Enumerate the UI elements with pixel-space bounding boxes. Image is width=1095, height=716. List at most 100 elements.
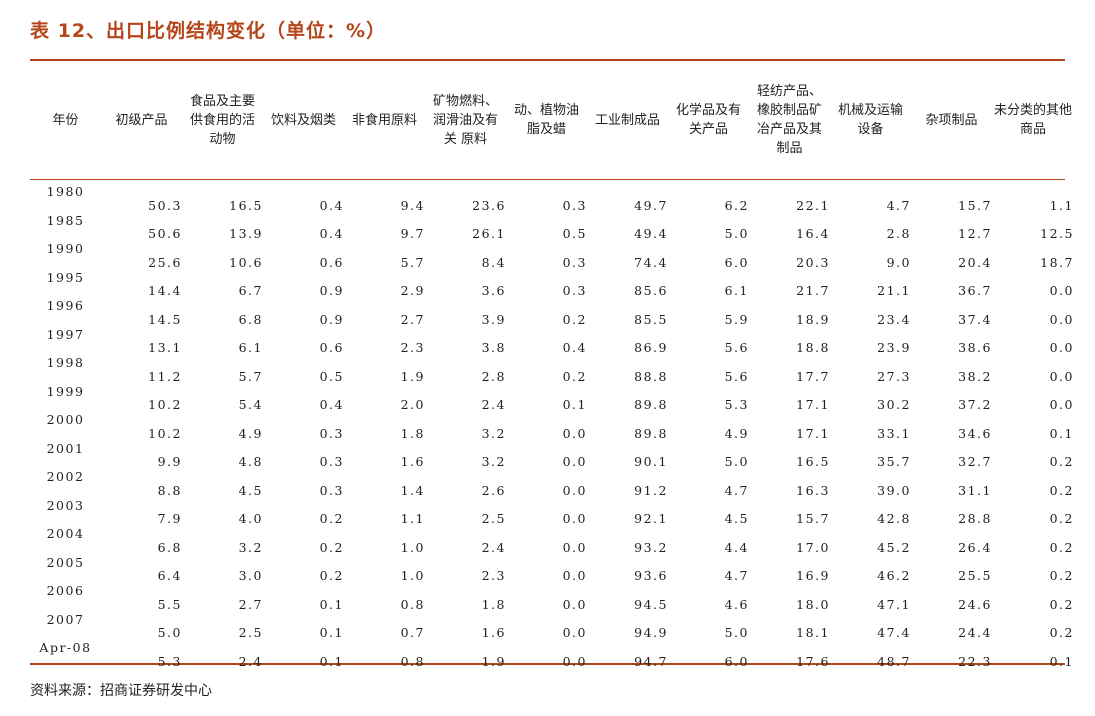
value-cell: 4.7	[886, 197, 911, 213]
value-cell: 0.5	[562, 226, 587, 241]
value-cell: 0.3	[319, 482, 344, 498]
value-cell: 25.6	[148, 254, 182, 270]
value-cell: 25.5	[958, 568, 992, 583]
table-row: 2000 10.2 4.9 0.3 1.8 3.2 0.0 89.8 4.9 17.1 33.1 34…	[30, 412, 1074, 441]
value-cell: 9.9	[157, 454, 182, 469]
value-cell: 3.2	[481, 425, 506, 441]
value-cell: 6.1	[238, 340, 263, 355]
value-cell: 16.5	[796, 454, 830, 469]
source-note: 资料来源：招商证券研发中心	[30, 683, 212, 699]
value-cell: 4.4	[724, 539, 749, 555]
value-cell: 17.7	[796, 368, 830, 384]
header-rule	[30, 179, 1065, 180]
value-cell: 23.9	[877, 340, 911, 355]
table-title: 表 12、出口比例结构变化（单位：%）	[30, 20, 387, 42]
value-cell: 2.9	[400, 283, 425, 298]
value-cell: 0.0	[562, 625, 587, 640]
value-cell: 94.7	[634, 653, 668, 669]
column-header-primary-products: 初级产品	[115, 112, 168, 128]
value-cell: 5.4	[238, 397, 263, 412]
value-cell: 6.4	[157, 568, 182, 583]
value-cell: 1.0	[400, 539, 425, 555]
value-cell: 21.7	[796, 283, 830, 298]
value-cell: 0.2	[1049, 625, 1074, 640]
value-cell: 18.8	[796, 340, 830, 355]
value-cell: 7.9	[157, 511, 182, 526]
table-row: 2002 8.8 4.5 0.3 1.4 2.6 0.0 91.2 4.7 16.3 39.0 31.…	[30, 469, 1074, 498]
value-cell: 0.7	[400, 625, 425, 640]
value-cell: 85.6	[634, 283, 668, 298]
value-cell: 21.1	[877, 283, 911, 298]
value-cell: 89.8	[634, 425, 668, 441]
value-cell: 20.4	[958, 254, 992, 270]
value-cell: 94.5	[634, 596, 668, 612]
value-cell: 6.8	[238, 311, 263, 327]
value-cell: 2.8	[886, 226, 911, 241]
value-cell: 10.2	[148, 397, 182, 412]
value-cell: 17.1	[796, 397, 830, 412]
value-cell: 0.2	[319, 568, 344, 583]
value-cell: 34.6	[958, 425, 992, 441]
value-cell: 15.7	[958, 197, 992, 213]
value-cell: 0.9	[319, 283, 344, 298]
year-cell: 1995	[46, 269, 85, 285]
value-cell: 39.0	[877, 482, 911, 498]
value-cell: 0.3	[562, 197, 587, 213]
value-cell: 35.7	[877, 454, 911, 469]
table-row: 2005 6.4 3.0 0.2 1.0 2.3 0.0 93.6 4.7 16.9 46.2 25.…	[30, 555, 1074, 584]
value-cell: 2.5	[238, 625, 263, 640]
value-cell: 93.6	[634, 568, 668, 583]
value-cell: 0.4	[319, 226, 344, 241]
value-cell: 15.7	[796, 511, 830, 526]
value-cell: 14.5	[148, 311, 182, 327]
value-cell: 50.6	[148, 226, 182, 241]
value-cell: 4.9	[238, 425, 263, 441]
value-cell: 0.2	[1049, 539, 1074, 555]
value-cell: 20.3	[796, 254, 830, 270]
value-cell: 9.4	[400, 197, 425, 213]
value-cell: 23.6	[472, 197, 506, 213]
year-cell: 1998	[46, 355, 85, 370]
value-cell: 0.2	[319, 511, 344, 526]
top-rule	[30, 59, 1065, 61]
value-cell: 0.0	[562, 425, 587, 441]
value-cell: 0.2	[1049, 482, 1074, 498]
value-cell: 5.7	[238, 368, 263, 384]
value-cell: 0.6	[319, 254, 344, 270]
value-cell: 4.5	[238, 482, 263, 498]
value-cell: 6.8	[157, 539, 182, 555]
table-row: 2007 5.0 2.5 0.1 0.7 1.6 0.0 94.9 5.0 18.1 47.4 24.…	[30, 612, 1074, 641]
value-cell: 0.0	[562, 653, 587, 669]
value-cell: 1.1	[400, 511, 425, 526]
value-cell: 24.4	[958, 625, 992, 640]
column-header-textiles-rubber-metals: 轻纺产品、橡胶制品矿冶产品及其制品	[756, 84, 822, 156]
value-cell: 0.0	[562, 482, 587, 498]
value-cell: 85.5	[634, 311, 668, 327]
table-row: 2006 5.5 2.7 0.1 0.8 1.8 0.0 94.5 4.6 18.0 47.1 24.…	[30, 583, 1074, 612]
table-row: 2003 7.9 4.0 0.2 1.1 2.5 0.0 92.1 4.5 15.7 42.8 28.…	[30, 498, 1074, 527]
value-cell: 5.6	[724, 368, 749, 384]
value-cell: 0.3	[319, 425, 344, 441]
value-cell: 89.8	[634, 397, 668, 412]
value-cell: 0.8	[400, 653, 425, 669]
value-cell: 5.0	[724, 226, 749, 241]
value-cell: 1.9	[400, 368, 425, 384]
column-header-machinery-transport: 机械及运输设备	[837, 103, 903, 137]
value-cell: 49.4	[634, 226, 668, 241]
value-cell: 2.4	[238, 653, 263, 669]
value-cell: 0.0	[562, 454, 587, 469]
value-cell: 94.9	[634, 625, 668, 640]
value-cell: 49.7	[634, 197, 668, 213]
value-cell: 2.4	[481, 397, 506, 412]
value-cell: 10.2	[148, 425, 182, 441]
year-cell: 2003	[46, 497, 85, 513]
column-header-year: 年份	[52, 112, 79, 128]
value-cell: 3.2	[481, 454, 506, 469]
table-row: 1999 10.2 5.4 0.4 2.0 2.4 0.1 89.8 5.3 17.1 30.2 37…	[30, 384, 1074, 413]
value-cell: 0.1	[1049, 653, 1074, 669]
value-cell: 0.1	[319, 653, 344, 669]
value-cell: 1.6	[400, 454, 425, 469]
export-structure-table: 年份 初级产品 食品及主要供食用的活动物 饮料及烟类 非食用原料 矿物燃料、润滑…	[30, 62, 1074, 669]
value-cell: 8.8	[157, 482, 182, 498]
value-cell: 74.4	[634, 254, 668, 270]
